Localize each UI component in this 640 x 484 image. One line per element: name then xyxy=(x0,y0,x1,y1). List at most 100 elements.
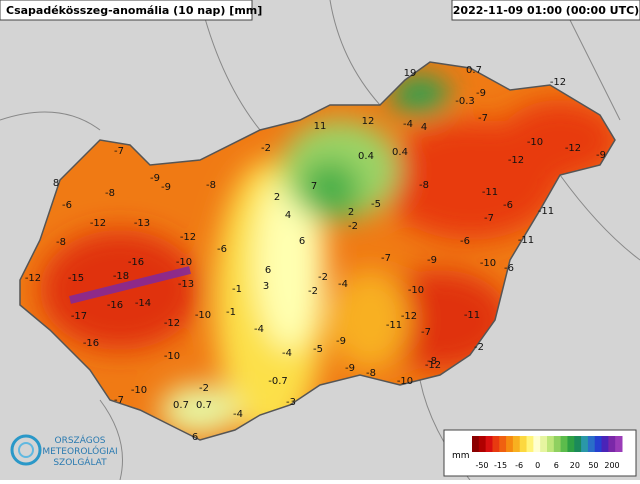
legend-tick: -50 xyxy=(475,461,488,470)
station-value: -10 xyxy=(408,285,424,296)
legend-swatch xyxy=(492,436,500,452)
station-value: -10 xyxy=(131,385,147,396)
legend-unit: mm xyxy=(452,451,470,461)
station-value: -7 xyxy=(421,327,431,338)
station-value: -7 xyxy=(114,395,124,406)
station-value: 6 xyxy=(192,432,198,443)
station-value: -2 xyxy=(348,221,358,232)
title-box xyxy=(0,0,253,21)
station-value: -9 xyxy=(150,173,160,184)
station-value: -2 xyxy=(199,383,209,394)
station-value: -2 xyxy=(318,272,328,283)
station-value: -6 xyxy=(504,263,514,274)
station-value: 0.4 xyxy=(392,147,408,158)
station-value: 2 xyxy=(274,192,280,203)
logo: ORSZÁGOS METEOROLÓGIAI SZOLGÁLAT xyxy=(10,434,118,468)
station-value: -8 xyxy=(419,180,429,191)
station-value: -3 xyxy=(286,397,296,408)
timestamp: 2022-11-09 01:00 (00:00 UTC) xyxy=(453,4,639,17)
legend-tick: 0 xyxy=(535,461,540,470)
station-value: -8 xyxy=(105,188,115,199)
legend-swatch xyxy=(608,436,616,452)
station-value: -8 xyxy=(206,180,216,191)
station-value: -6 xyxy=(62,200,72,211)
station-value: -0.3 xyxy=(455,96,475,107)
title: Csapadékösszeg-anomália (10 nap) [mm] xyxy=(6,4,262,17)
station-value: -13 xyxy=(134,218,150,229)
station-value: -8 xyxy=(56,237,66,248)
station-value: -6 xyxy=(503,200,513,211)
station-value: -8 xyxy=(366,368,376,379)
station-value: -12 xyxy=(164,318,180,329)
station-value: 6 xyxy=(265,265,271,276)
station-value: -10 xyxy=(176,257,192,268)
legend-swatch xyxy=(560,436,568,452)
station-labels: 19 0.7-12-0.3-9-711 12 -4 4-7 -20.4 0.4-10-12-… xyxy=(25,65,606,443)
station-value: 4 xyxy=(421,122,427,133)
station-value: 0.4 xyxy=(358,151,374,162)
station-value: -10 xyxy=(527,137,543,148)
legend-swatch xyxy=(472,436,480,452)
station-value: -9 xyxy=(596,150,606,161)
station-value: -1 xyxy=(232,284,242,295)
legend-swatch xyxy=(519,436,528,452)
station-value: -4 xyxy=(403,119,413,130)
legend-tick: 6 xyxy=(554,461,559,470)
legend: -50 -15 -6 0 6 20 50 200 xyxy=(472,436,623,470)
legend-swatch xyxy=(553,436,562,452)
station-value: -16 xyxy=(83,338,99,349)
station-value: -11 xyxy=(518,235,534,246)
station-value: -12 xyxy=(565,143,581,154)
time-box xyxy=(451,0,640,21)
station-value: 8 xyxy=(53,178,59,189)
station-value: -12 xyxy=(180,232,196,243)
legend-swatch xyxy=(485,436,493,452)
station-value: -11 xyxy=(386,320,402,331)
station-value: 2 xyxy=(348,207,354,218)
station-value: -7 xyxy=(484,213,494,224)
station-value: -4 xyxy=(282,348,292,359)
station-value: -11 xyxy=(482,187,498,198)
station-value: -12 xyxy=(90,218,106,229)
legend-swatch xyxy=(533,436,541,452)
station-value: -4 xyxy=(338,279,348,290)
station-value: 19 xyxy=(404,68,417,79)
station-value: -12 xyxy=(401,311,417,322)
legend-swatch xyxy=(594,436,603,452)
station-value: 0.7 xyxy=(466,65,482,76)
station-value: -2 xyxy=(261,143,271,154)
station-value: 0.7 xyxy=(196,400,212,411)
station-value: -2 xyxy=(308,286,318,297)
station-value: 7 xyxy=(311,181,317,192)
station-value: -1 xyxy=(226,307,236,318)
legend-swatch xyxy=(506,436,514,452)
station-value: -14 xyxy=(135,298,151,309)
station-value: -9 xyxy=(161,182,171,193)
logo-text: SZOLGÁLAT xyxy=(53,456,107,468)
logo-text: ORSZÁGOS xyxy=(55,434,106,446)
station-value: -11 xyxy=(464,310,480,321)
station-value: -10 xyxy=(195,310,211,321)
station-value: -11 xyxy=(538,206,554,217)
legend-swatch xyxy=(574,436,582,452)
legend-swatch xyxy=(581,436,589,452)
legend-tick: -6 xyxy=(515,461,523,470)
legend-tick: 200 xyxy=(604,461,619,470)
legend-tick: 20 xyxy=(570,461,580,470)
legend-swatch xyxy=(601,436,609,452)
station-value: -12 xyxy=(508,155,524,166)
station-value: -10 xyxy=(397,376,413,387)
station-value: -4 xyxy=(233,409,243,420)
station-value: -16 xyxy=(128,257,144,268)
station-value: -16 xyxy=(107,300,123,311)
station-value: 4 xyxy=(285,210,291,221)
station-value: -12 xyxy=(25,273,41,284)
station-value: 6 xyxy=(299,236,305,247)
station-value: -18 xyxy=(113,271,129,282)
station-value: -7 xyxy=(478,113,488,124)
legend-swatch xyxy=(547,436,555,452)
station-value: -13 xyxy=(178,279,194,290)
station-value: -9 xyxy=(427,255,437,266)
station-value: -5 xyxy=(313,344,323,355)
